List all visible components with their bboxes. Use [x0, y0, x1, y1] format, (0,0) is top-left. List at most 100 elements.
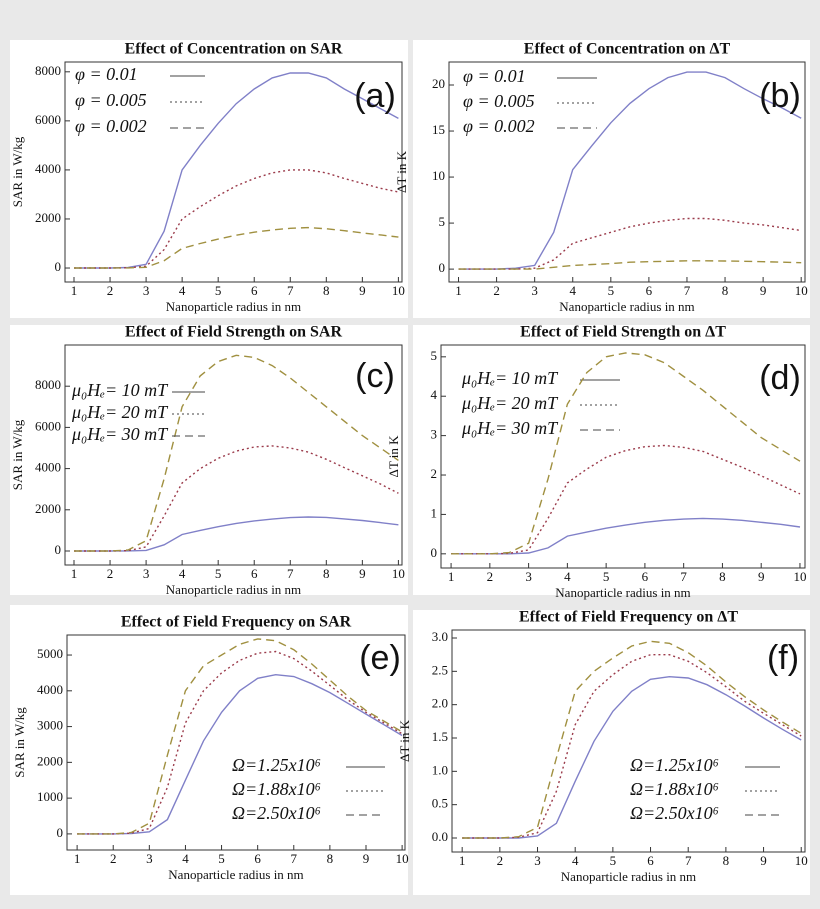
x-tick-label: 6: [251, 283, 258, 298]
x-tick-label: 3: [534, 853, 541, 868]
legend-label: μ₀Hₑ= 20 mT: [71, 402, 169, 422]
y-tick-label: 8000: [35, 377, 61, 392]
x-tick-label: 3: [143, 283, 150, 298]
plot-frame: [64, 61, 403, 283]
legend-label: Ω=2.50x10⁶: [630, 803, 719, 823]
y-tick-label: 0: [55, 259, 62, 274]
x-tick-label: 1: [448, 569, 455, 584]
x-tick-label: 10: [795, 853, 808, 868]
y-tick-label: 10: [432, 168, 445, 183]
plot-frame: [64, 344, 403, 566]
legend-label: μ₀Hₑ= 30 mT: [461, 418, 559, 438]
panel-label: (a): [354, 77, 396, 115]
x-tick-label: 6: [647, 853, 654, 868]
legend-label: Ω=1.88x10⁶: [630, 779, 719, 799]
x-tick-label: 6: [642, 569, 649, 584]
plot-frame: [451, 629, 806, 853]
series-line: [74, 516, 399, 552]
series-line: [77, 673, 403, 835]
y-tick-label: 3.0: [432, 629, 448, 644]
x-tick-label: 7: [685, 853, 692, 868]
y-tick-label: 20: [432, 76, 445, 91]
legend-label: Ω=1.88x10⁶: [232, 779, 321, 799]
x-tick-label: 3: [531, 283, 538, 298]
x-tick-label: 3: [143, 566, 150, 581]
y-axis-label: SAR in W/kg: [10, 419, 25, 490]
x-tick-label: 5: [608, 283, 615, 298]
x-tick-label: 7: [684, 283, 691, 298]
legend-label: φ = 0.002: [75, 116, 147, 136]
series-line: [451, 517, 801, 555]
y-tick-label: 6000: [35, 418, 61, 433]
y-axis-label: SAR in W/kg: [12, 707, 27, 778]
y-tick-label: 0: [55, 542, 62, 557]
chart-title: Effect of Concentration on SAR: [125, 41, 343, 58]
x-tick-label: 6: [254, 851, 261, 866]
x-tick-label: 7: [291, 851, 298, 866]
series-line: [451, 352, 801, 555]
x-tick-label: 5: [215, 566, 222, 581]
x-tick-label: 8: [722, 283, 729, 298]
x-tick-label: 8: [327, 851, 334, 866]
x-tick-label: 3: [525, 569, 532, 584]
y-tick-label: 0.5: [432, 796, 448, 811]
panel-label: (c): [355, 357, 395, 395]
panel-label: (f): [767, 639, 799, 677]
x-tick-label: 9: [363, 851, 370, 866]
plot-frame: [66, 634, 406, 851]
x-tick-label: 1: [455, 283, 462, 298]
y-tick-label: 2.5: [432, 662, 448, 677]
legend-label: μ₀Hₑ= 10 mT: [461, 368, 559, 388]
x-tick-label: 2: [493, 283, 500, 298]
x-tick-label: 8: [323, 283, 330, 298]
y-tick-label: 5: [431, 348, 438, 363]
x-tick-label: 8: [719, 569, 726, 584]
y-tick-label: 2000: [35, 210, 61, 225]
x-tick-label: 6: [251, 566, 258, 581]
series-line: [458, 260, 802, 270]
series-line: [74, 169, 399, 269]
y-axis-label: ΔT in K: [394, 150, 409, 193]
y-tick-label: 5000: [37, 646, 63, 661]
y-tick-label: 1.0: [432, 762, 448, 777]
legend-label: Ω=1.25x10⁶: [232, 755, 321, 775]
y-tick-label: 1: [431, 505, 438, 520]
y-tick-label: 2.0: [432, 696, 448, 711]
panel: [413, 325, 810, 595]
series-line: [74, 354, 399, 552]
chart-title: Effect of Field Strength on SAR: [125, 324, 342, 341]
panel-label: (d): [759, 359, 801, 397]
x-tick-label: 10: [793, 569, 806, 584]
chart-title: Effect of Field Frequency on SAR: [121, 614, 352, 631]
y-axis-label: SAR in W/kg: [10, 136, 25, 207]
series-line: [74, 445, 399, 552]
y-tick-label: 4000: [37, 682, 63, 697]
x-tick-label: 6: [646, 283, 653, 298]
x-tick-label: 7: [680, 569, 687, 584]
legend-label: μ₀Hₑ= 20 mT: [461, 393, 559, 413]
x-tick-label: 10: [392, 566, 405, 581]
y-axis-label: ΔT in K: [397, 719, 412, 762]
series-line: [458, 71, 802, 270]
x-tick-label: 4: [179, 566, 186, 581]
x-tick-label: 9: [359, 283, 366, 298]
y-tick-label: 0: [431, 545, 438, 560]
x-axis-label: Nanoparticle radius in nm: [559, 299, 694, 314]
chart-title: Effect of Field Frequency on ΔT: [519, 609, 738, 626]
y-tick-label: 1000: [37, 789, 63, 804]
panel: [10, 605, 408, 895]
chart-title: Effect of Field Strength on ΔT: [520, 324, 726, 341]
legend-label: μ₀Hₑ= 30 mT: [71, 424, 169, 444]
x-tick-label: 4: [179, 283, 186, 298]
panel: [10, 40, 408, 318]
x-axis-label: Nanoparticle radius in nm: [166, 582, 301, 597]
legend-label: φ = 0.005: [463, 91, 535, 111]
y-tick-label: 4: [431, 387, 438, 402]
y-tick-label: 5: [439, 214, 446, 229]
y-axis-label: ΔT in K: [386, 435, 401, 478]
x-tick-label: 1: [71, 566, 78, 581]
x-tick-label: 5: [610, 853, 617, 868]
x-tick-label: 9: [760, 853, 767, 868]
panel: [413, 40, 810, 318]
